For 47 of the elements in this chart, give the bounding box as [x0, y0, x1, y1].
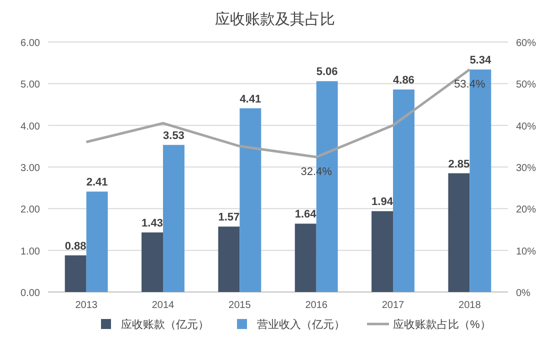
x-tick-label: 2014 [152, 300, 175, 311]
bar [218, 226, 240, 292]
y2-tick-label: 0% [516, 288, 531, 299]
y-tick-label: 3.00 [20, 163, 40, 174]
x-tick-label: 2015 [228, 300, 252, 311]
data-label: 4.41 [240, 93, 262, 106]
y-tick-label: 5.00 [20, 80, 40, 91]
legend-label: 应收账款占比（%） [393, 318, 491, 331]
legend-label: 营业收入（亿元） [257, 318, 345, 331]
y2-tick-label: 40% [516, 121, 536, 132]
data-label: 1.94 [372, 196, 394, 208]
bar [64, 255, 86, 292]
y2-tick-label: 50% [516, 80, 536, 91]
x-tick-label: 2018 [458, 300, 482, 311]
y2-tick-label: 30% [516, 163, 536, 174]
bar [372, 211, 393, 292]
bar [448, 173, 470, 292]
data-label: 5.34 [470, 54, 492, 66]
bar [163, 144, 184, 292]
x-tick-label: 2016 [305, 300, 328, 311]
data-label: 1.57 [218, 212, 240, 224]
bar [393, 90, 414, 292]
chart-title: 应收账款及其占比 [215, 11, 335, 28]
y-tick-label: 1.00 [20, 246, 40, 258]
x-tick-label: 2013 [75, 300, 98, 311]
data-label: 3.53 [163, 130, 184, 142]
data-label: 53.4% [454, 78, 486, 90]
data-label: 0.88 [64, 240, 86, 252]
data-label: 1.43 [142, 217, 163, 230]
y2-tick-label: 20% [516, 204, 536, 216]
data-label: 1.64 [294, 208, 318, 221]
y2-tick-label: 10% [516, 246, 536, 258]
y2-tick-label: 60% [516, 38, 536, 49]
y-tick-label: 2.00 [20, 204, 40, 216]
legend-label: 应收账款（亿元） [121, 318, 209, 331]
y-tick-label: 0.00 [20, 288, 40, 299]
bar [86, 192, 108, 292]
bar [240, 108, 262, 292]
bar [294, 224, 316, 292]
data-label: 4.86 [393, 74, 414, 86]
bar [142, 232, 163, 292]
data-label: 2.85 [448, 158, 470, 170]
x-tick-label: 2017 [382, 300, 405, 311]
y-tick-label: 6.00 [20, 38, 40, 49]
y-tick-label: 4.00 [20, 121, 40, 132]
data-label: 2.41 [86, 176, 108, 189]
data-label: 5.06 [316, 66, 338, 78]
